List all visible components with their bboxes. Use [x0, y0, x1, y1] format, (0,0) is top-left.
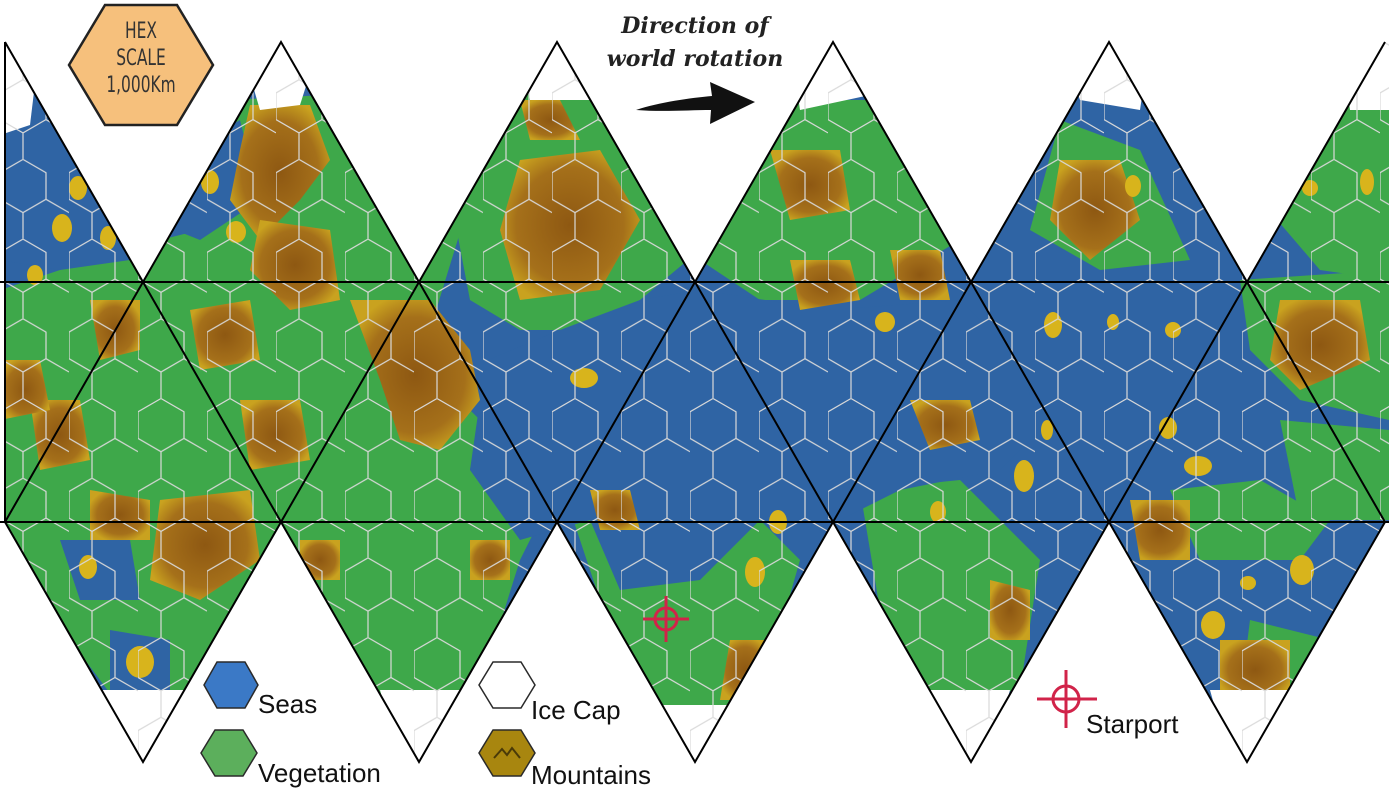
hex-scale-badge: HEX SCALE 1,000Km: [67, 2, 215, 128]
rotation-line-2: world rotation: [606, 46, 784, 72]
legend-starport-label: Starport: [1086, 709, 1179, 739]
rotation-arrow-icon: [636, 82, 755, 124]
legend-seas-label: Seas: [258, 689, 318, 719]
scale-line-3: 1,000Km: [106, 73, 176, 98]
ice-hex-icon: [478, 661, 536, 709]
scale-text: HEX SCALE 1,000Km: [83, 18, 198, 99]
mountain-hex-icon: [478, 729, 536, 777]
scale-hex-icon: [67, 3, 215, 127]
rotation-line-1: Direction of: [621, 13, 769, 39]
legend-ice-cap-label: Ice Cap: [531, 695, 621, 725]
sea-hex-icon: [203, 661, 259, 709]
vegetation-hex-icon: [200, 729, 258, 777]
legend-vegetation-label: Vegetation: [258, 758, 381, 788]
scale-line-1: HEX: [125, 19, 157, 44]
starport-crosshair-icon: [1037, 670, 1097, 728]
starport-marker-icon[interactable]: [643, 596, 689, 642]
scale-line-2: SCALE: [116, 46, 166, 71]
legend-mountains-label: Mountains: [531, 760, 651, 790]
rotation-label: Direction of world rotation: [595, 10, 795, 76]
icosahedron-outline: [0, 39, 1389, 765]
